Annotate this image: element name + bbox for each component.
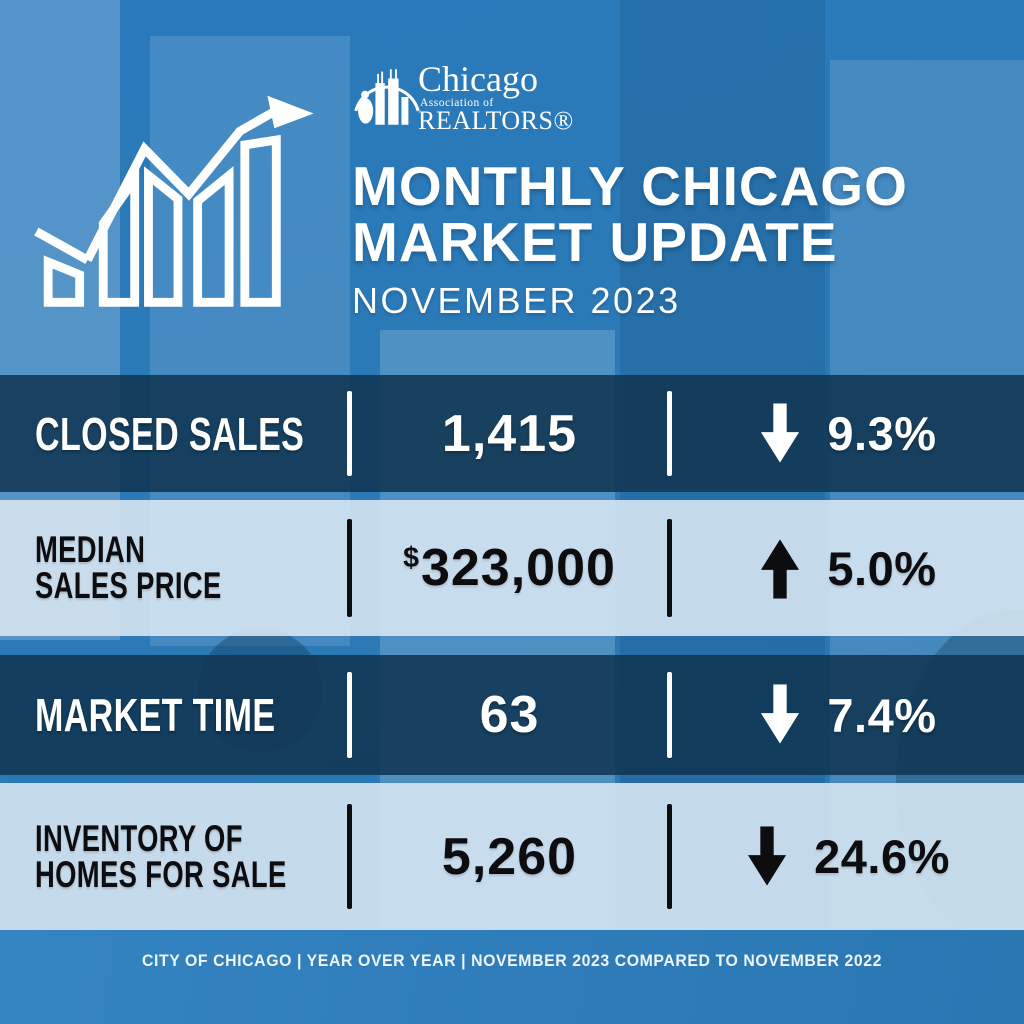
column-divider (667, 671, 672, 759)
metric-value-text: 5,260 (441, 827, 578, 886)
page-title-line2: MARKET UPDATE (352, 211, 838, 273)
metric-value: 1,415 (352, 404, 667, 464)
metric-label-line2: HOMES FOR SALE (35, 853, 287, 895)
column-divider (347, 391, 352, 476)
column-divider (667, 519, 672, 617)
metric-label-line2: SALES PRICE (35, 565, 222, 606)
stat-row-median-sales-price: MEDIAN SALES PRICE $323,000 5.0% (0, 500, 1024, 636)
metric-label: MARKET TIME (0, 692, 347, 738)
change-percent: 5.0% (827, 541, 937, 595)
metric-label-line1: CLOSED SALES (35, 407, 305, 460)
stat-row-market-time: MARKET TIME 63 7.4% (0, 655, 1024, 775)
street-shape (0, 928, 1024, 1024)
metric-label: MEDIAN SALES PRICE (0, 529, 347, 606)
metric-value: 5,260 (352, 827, 667, 887)
metric-label-line1: MEDIAN (35, 529, 146, 570)
brand-text: Chicago Association of REALTORS® (418, 58, 574, 135)
metric-change: 9.3% (672, 402, 1024, 466)
stat-row-closed-sales: CLOSED SALES 1,415 9.3% (0, 375, 1024, 492)
brand-realtors: REALTORS® (418, 105, 574, 135)
growth-chart-icon (34, 95, 314, 307)
metric-change: 24.6% (672, 825, 1024, 889)
metric-value-text: 1,415 (441, 404, 578, 463)
metric-label: INVENTORY OF HOMES FOR SALE (0, 817, 347, 895)
metric-label-line1: INVENTORY OF (35, 817, 243, 859)
stat-row-inventory: INVENTORY OF HOMES FOR SALE 5,260 24.6% (0, 783, 1024, 930)
brand-name: Chicago (418, 58, 538, 99)
trend-arrow-icon (748, 825, 787, 886)
trend-arrow-icon (761, 539, 800, 599)
currency-prefix: $ (403, 542, 420, 574)
metric-label: CLOSED SALES (0, 411, 347, 457)
footer-note: CITY OF CHICAGO | YEAR OVER YEAR | NOVEM… (141, 952, 883, 970)
change-percent: 7.4% (827, 688, 937, 742)
metric-value-text: 323,000 (420, 539, 616, 597)
metric-value-text: 63 (479, 686, 540, 744)
metric-change: 5.0% (672, 536, 1024, 600)
report-month: NOVEMBER 2023 (352, 280, 681, 321)
column-divider (347, 803, 352, 910)
column-divider (667, 391, 672, 476)
metric-value: 63 (352, 685, 667, 745)
column-divider (347, 671, 352, 759)
metric-value: $323,000 (352, 538, 667, 598)
trend-arrow-icon (761, 402, 800, 463)
metric-change: 7.4% (672, 683, 1024, 747)
brand-association: Association of (420, 96, 494, 109)
page-title-line1: MONTHLY CHICAGO (352, 155, 908, 217)
title-block: MONTHLY CHICAGO MARKET UPDATE NOVEMBER 2… (352, 158, 908, 322)
change-percent: 9.3% (827, 407, 937, 460)
metric-label-line1: MARKET TIME (35, 689, 276, 741)
chicago-skyline-icon (354, 69, 420, 125)
arrowhead-flag (267, 95, 314, 129)
column-divider (347, 519, 352, 617)
column-divider (667, 803, 672, 910)
change-percent: 24.6% (814, 830, 950, 883)
car-logo: Chicago Association of REALTORS® (350, 54, 574, 140)
trend-arrow-icon (761, 684, 800, 744)
